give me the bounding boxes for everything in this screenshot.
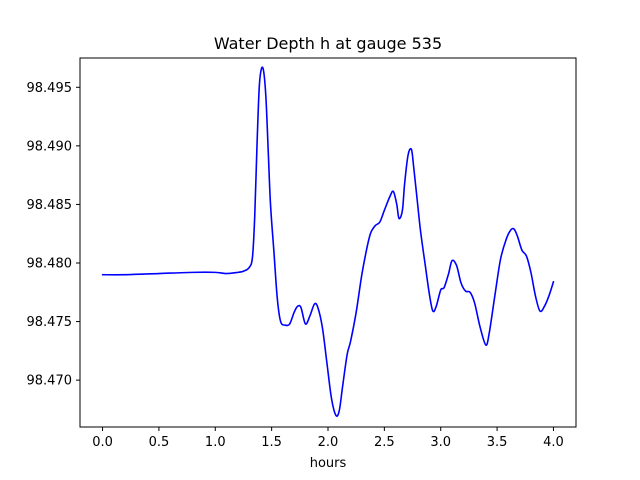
x-tick-label: 0.0 <box>92 435 113 450</box>
x-axis-label: hours <box>310 456 347 471</box>
y-tick-label: 98.470 <box>27 374 73 389</box>
x-tick-label: 3.5 <box>487 435 508 450</box>
chart-title: Water Depth h at gauge 535 <box>214 34 442 53</box>
x-axis-ticks: 0.0 0.5 1.0 1.5 2.0 2.5 3.0 3.5 4.0 <box>92 427 564 450</box>
x-tick-label: 0.5 <box>149 435 170 450</box>
plot-frame <box>79 57 577 428</box>
y-tick-label: 98.490 <box>27 139 73 154</box>
y-axis-ticks: 98.470 98.475 98.480 98.485 98.490 98.495 <box>27 81 80 389</box>
y-tick-label: 98.485 <box>27 198 73 213</box>
x-tick-label: 4.0 <box>543 435 564 450</box>
y-tick-label: 98.480 <box>27 257 73 272</box>
y-tick-label: 98.495 <box>27 81 73 96</box>
x-tick-label: 2.0 <box>318 435 339 450</box>
x-tick-label: 2.5 <box>374 435 395 450</box>
x-tick-label: 3.0 <box>430 435 451 450</box>
x-tick-label: 1.5 <box>261 435 282 450</box>
plot-area <box>101 66 555 417</box>
y-tick-label: 98.475 <box>27 315 73 330</box>
x-tick-label: 1.0 <box>205 435 226 450</box>
series-line <box>101 66 555 417</box>
